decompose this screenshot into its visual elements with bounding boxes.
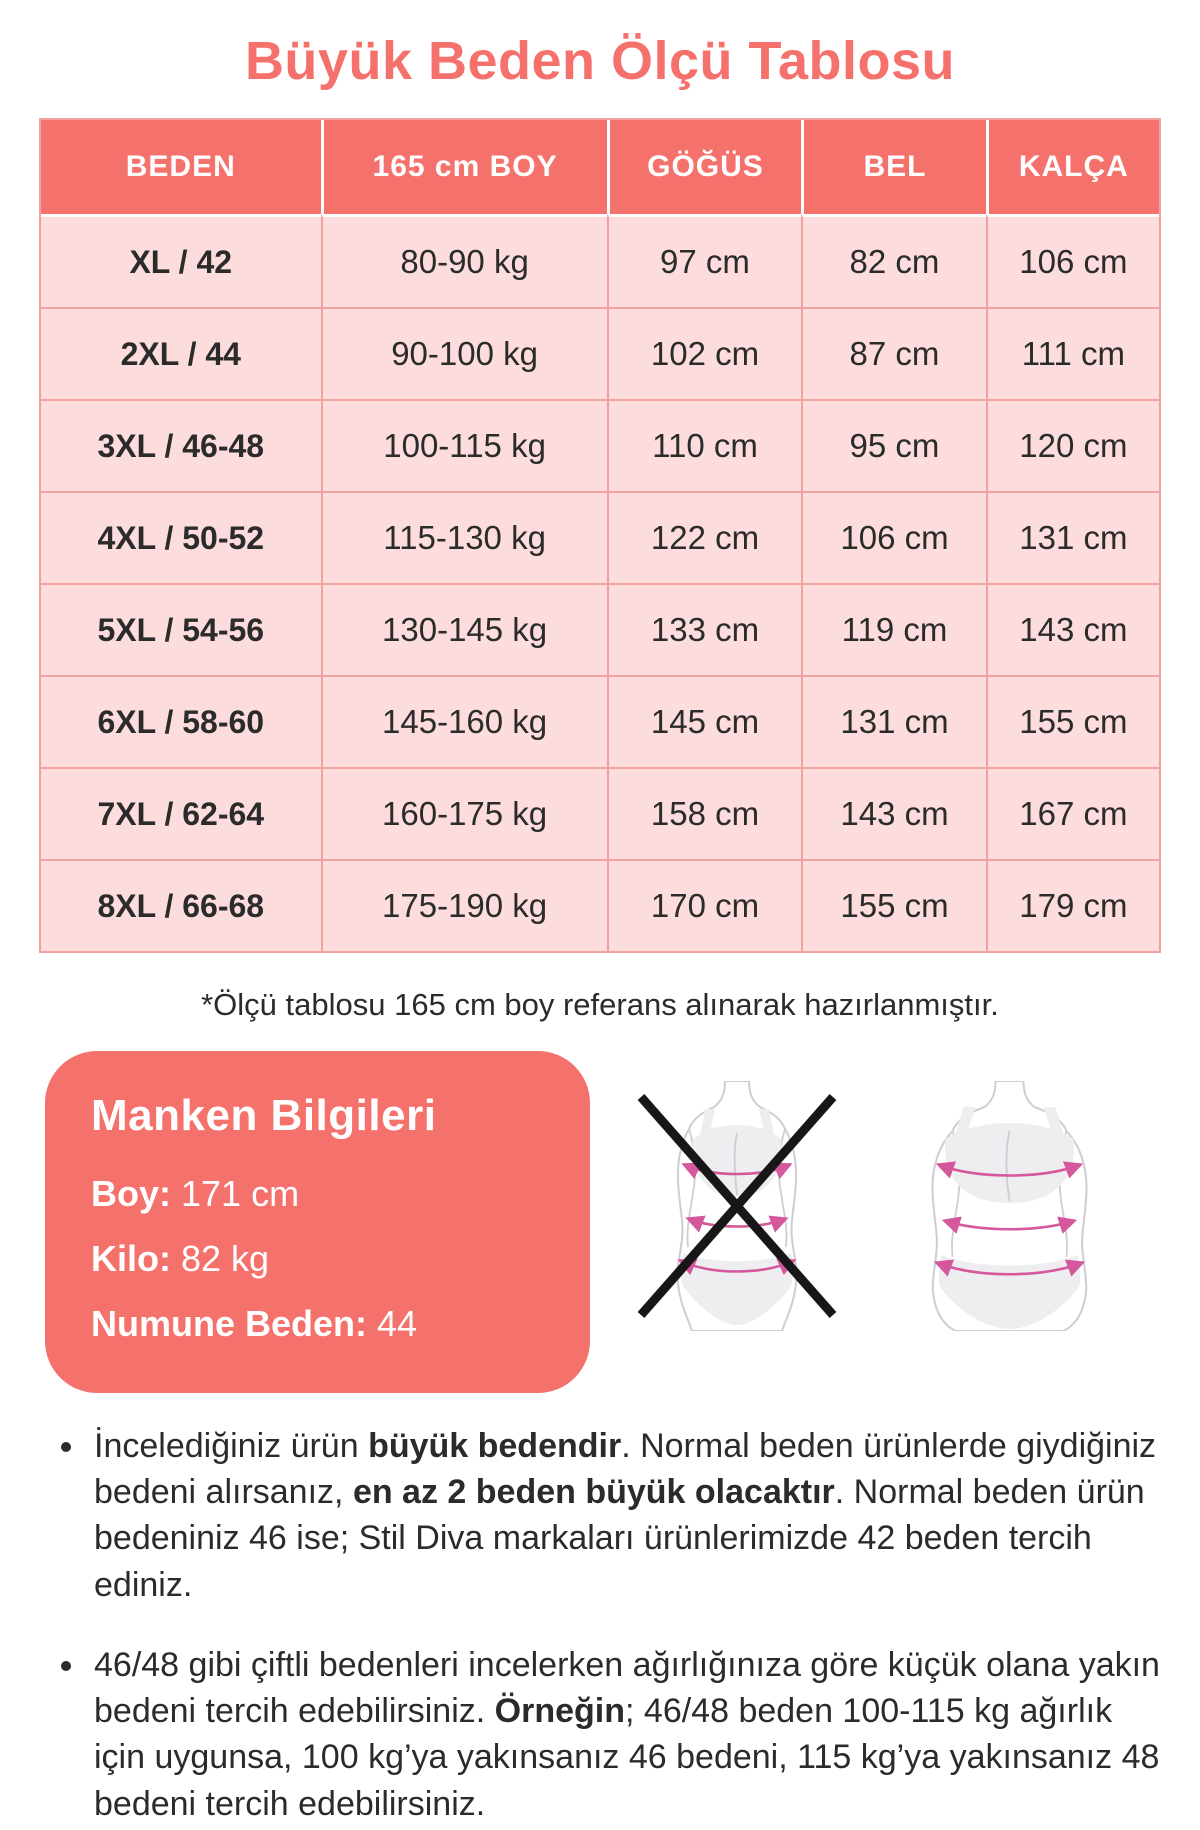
size-table: BEDEN 165 cm BOY GÖĞÜS BEL KALÇA XL / 42… <box>39 118 1161 953</box>
size-guide-page: Büyük Beden Ölçü Tablosu BEDEN 165 cm BO… <box>0 30 1200 1827</box>
measurement-cell: 111 cm <box>985 307 1159 399</box>
col-header-beden: BEDEN <box>41 120 321 214</box>
model-info-card: Manken Bilgileri Boy: 171 cm Kilo: 82 kg… <box>45 1051 590 1393</box>
measurement-cell: 115-130 kg <box>320 491 607 583</box>
measurement-cell: 143 cm <box>985 583 1159 675</box>
measurement-cell: 119 cm <box>801 583 986 675</box>
model-height-value: 171 cm <box>181 1173 300 1214</box>
table-row: 3XL / 46-48 100-115 kg 110 cm 95 cm 120 cm <box>41 399 1159 491</box>
size-table-header-row: BEDEN 165 cm BOY GÖĞÜS BEL KALÇA <box>41 120 1159 214</box>
measurement-cell: 155 cm <box>985 675 1159 767</box>
page-title: Büyük Beden Ölçü Tablosu <box>244 31 956 91</box>
measurement-cell: 131 cm <box>801 675 986 767</box>
measurement-cell: 145-160 kg <box>320 675 607 767</box>
cross-icon <box>637 1094 836 1318</box>
label-separator: : <box>355 1303 378 1344</box>
model-height-label: Boy <box>91 1173 160 1214</box>
model-sample-size-value: 44 <box>377 1303 418 1344</box>
measurement-cell: 179 cm <box>985 859 1159 951</box>
bullet-text-bold: büyük bedendir <box>368 1427 622 1465</box>
measurement-cell: 102 cm <box>606 307 802 399</box>
measurement-cell: 167 cm <box>985 767 1159 859</box>
label-separator: : <box>159 1238 181 1279</box>
model-height-line: Boy: 171 cm <box>91 1171 550 1216</box>
bullet-text: . Normal beden ürün bedeniniz 46 ise; St… <box>94 1473 1145 1604</box>
col-header-gogus: GÖĞÜS <box>606 120 802 214</box>
measurement-cell: 133 cm <box>606 583 802 675</box>
model-sample-size-line: Numune Beden: 44 <box>91 1301 550 1346</box>
measurement-cell: 106 cm <box>985 214 1159 307</box>
model-info-title: Manken Bilgileri <box>91 1091 437 1140</box>
col-header-kalca: KALÇA <box>985 120 1159 214</box>
measurement-cell: 87 cm <box>801 307 986 399</box>
measurement-cell: 143 cm <box>801 767 986 859</box>
table-row: 7XL / 62-64 160-175 kg 158 cm 143 cm 167 cm <box>41 767 1159 859</box>
measurement-cell: 80-90 kg <box>320 214 607 307</box>
col-header-bel: BEL <box>801 120 986 214</box>
bullet-text-bold: Örneğin <box>494 1692 626 1731</box>
table-row: 5XL / 54-56 130-145 kg 133 cm 119 cm 143 cm <box>41 583 1159 675</box>
size-cell: 2XL / 44 <box>41 307 321 399</box>
bullet-text: . Normal beden ürünlerde giydiğiniz bede… <box>94 1427 1157 1512</box>
size-cell: 8XL / 66-68 <box>41 859 321 951</box>
measurement-cell: 160-175 kg <box>320 767 607 859</box>
info-bullets: İncelediğiniz ürün büyük bedendir. Norma… <box>48 1423 1170 1827</box>
measurement-cell: 175-190 kg <box>320 859 607 951</box>
measurement-cell: 130-145 kg <box>320 583 607 675</box>
bullet-sizing-note: İncelediğiniz ürün büyük bedendir. Norma… <box>88 1423 1170 1608</box>
measurement-cell: 131 cm <box>985 491 1159 583</box>
measurement-figures <box>590 1081 1158 1331</box>
bullet-text: İncelediğiniz ürün <box>94 1427 369 1465</box>
measurement-cell: 100-115 kg <box>320 399 607 491</box>
col-header-boy: 165 cm BOY <box>320 120 607 214</box>
bullet-double-size-note: 46/48 gibi çiftli bedenleri incelerken a… <box>88 1642 1170 1827</box>
bullet-text-bold: en az 2 beden büyük olacaktır <box>352 1473 835 1512</box>
table-row: XL / 42 80-90 kg 97 cm 82 cm 106 cm <box>41 214 1159 307</box>
measurement-cell: 110 cm <box>606 399 802 491</box>
measurement-cell: 106 cm <box>801 491 986 583</box>
measurement-cell: 95 cm <box>801 399 986 491</box>
table-note: *Ölçü tablosu 165 cm boy referans alınar… <box>201 987 999 1022</box>
bullet-text: 46/48 gibi çiftli bedenleri incelerken a… <box>94 1645 1160 1731</box>
measurement-cell: 158 cm <box>606 767 802 859</box>
plus-size-body-figure-icon <box>930 1081 1088 1331</box>
measurement-cell: 170 cm <box>606 859 802 951</box>
size-cell: 7XL / 62-64 <box>41 767 321 859</box>
measurement-cell: 97 cm <box>606 214 802 307</box>
size-table-body: XL / 42 80-90 kg 97 cm 82 cm 106 cm 2XL / 44 9… <box>41 214 1159 951</box>
size-cell: 5XL / 54-56 <box>41 583 321 675</box>
model-weight-line: Kilo: 82 kg <box>91 1236 550 1281</box>
size-cell: 3XL / 46-48 <box>41 399 321 491</box>
model-weight-value: 82 kg <box>181 1238 270 1279</box>
measurement-cell: 122 cm <box>606 491 802 583</box>
size-cell: 6XL / 58-60 <box>41 675 321 767</box>
table-row: 2XL / 44 90-100 kg 102 cm 87 cm 111 cm <box>41 307 1159 399</box>
measurement-cell: 145 cm <box>606 675 802 767</box>
label-separator: : <box>159 1173 182 1214</box>
measurement-cell: 120 cm <box>985 399 1159 491</box>
size-cell: XL / 42 <box>41 214 321 307</box>
model-sample-size-label: Numune Beden <box>91 1303 356 1344</box>
measurement-cell: 90-100 kg <box>320 307 607 399</box>
model-weight-label: Kilo <box>91 1238 159 1279</box>
table-row: 6XL / 58-60 145-160 kg 145 cm 131 cm 155 cm <box>41 675 1159 767</box>
measurement-cell: 82 cm <box>801 214 986 307</box>
table-row: 4XL / 50-52 115-130 kg 122 cm 106 cm 131 cm <box>41 491 1159 583</box>
model-info-section: Manken Bilgileri Boy: 171 cm Kilo: 82 kg… <box>45 1051 1158 1393</box>
measurement-cell: 155 cm <box>801 859 986 951</box>
table-row: 8XL / 66-68 175-190 kg 170 cm 155 cm 179 cm <box>41 859 1159 951</box>
crossed-out-body-figure-icon <box>637 1081 836 1331</box>
size-cell: 4XL / 50-52 <box>41 491 321 583</box>
